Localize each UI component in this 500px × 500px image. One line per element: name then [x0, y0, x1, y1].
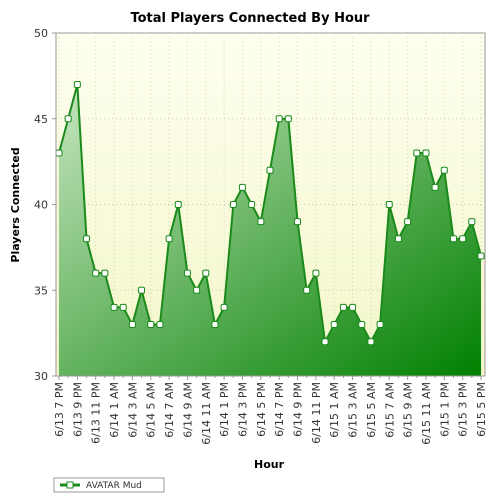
data-point-29	[321, 338, 329, 346]
data-point-31	[339, 303, 347, 311]
data-point-35	[376, 321, 384, 329]
data-points	[55, 80, 485, 346]
data-point-33	[358, 321, 366, 329]
data-point-24	[275, 115, 283, 123]
x-tick-label: 6/14 7 PM	[273, 382, 286, 437]
data-point-38	[404, 218, 412, 226]
x-tick-label: 6/14 9 AM	[181, 382, 194, 438]
series-area-avatar-mud	[59, 84, 481, 376]
legend: AVATAR Mud	[53, 477, 165, 493]
data-point-39	[413, 149, 421, 157]
y-axis-label: Players Connected	[9, 147, 22, 262]
data-point-3	[83, 235, 91, 243]
plot-area	[55, 32, 486, 377]
data-point-16	[202, 269, 210, 277]
data-point-41	[431, 183, 439, 191]
x-tick-label: 6/15 5 PM	[475, 382, 488, 437]
x-tick-label: 6/14 5 PM	[255, 382, 268, 437]
data-point-22	[257, 218, 265, 226]
data-point-32	[349, 303, 357, 311]
data-point-43	[449, 235, 457, 243]
data-point-6	[110, 303, 118, 311]
x-tick-label: 6/14 7 AM	[163, 382, 176, 438]
x-tick-label: 6/15 1 AM	[328, 382, 341, 438]
data-point-46	[477, 252, 485, 260]
data-point-14	[183, 269, 191, 277]
x-tick-label: 6/14 11 AM	[200, 382, 213, 445]
x-axis: 6/13 7 PM 6/13 9 PM 6/13 11 PM 6/14 1 AM 6/1…	[53, 375, 488, 445]
data-point-1	[64, 115, 72, 123]
x-tick-label: 6/14 11 PM	[310, 382, 323, 444]
legend-box	[53, 477, 165, 493]
x-tick-label: 6/13 7 PM	[53, 382, 66, 437]
data-point-11	[156, 321, 164, 329]
x-tick-label: 6/15 5 AM	[365, 382, 378, 438]
legend-entry-label: AVATAR Mud	[86, 481, 142, 491]
data-point-45	[468, 218, 476, 226]
data-point-8	[128, 321, 136, 329]
data-point-20	[238, 183, 246, 191]
data-point-28	[312, 269, 320, 277]
data-point-44	[459, 235, 467, 243]
data-point-2	[73, 80, 81, 88]
data-point-42	[440, 166, 448, 174]
x-axis-label: Hour	[254, 458, 285, 471]
legend-swatch-marker	[66, 481, 74, 489]
x-tick-label: 6/14 3 PM	[236, 382, 249, 437]
x-tick-label: 6/15 3 PM	[457, 382, 470, 437]
x-tick-label: 6/14 9 PM	[292, 382, 305, 437]
data-point-37	[394, 235, 402, 243]
data-point-23	[266, 166, 274, 174]
y-tick-label: 45	[34, 113, 48, 126]
data-point-27	[303, 286, 311, 294]
x-tick-label: 6/15 9 AM	[402, 382, 415, 438]
y-tick-label: 35	[34, 284, 48, 297]
x-tick-label: 6/15 7 AM	[383, 382, 396, 438]
y-tick-label: 30	[34, 370, 48, 383]
x-tick-label: 6/15 3 AM	[347, 382, 360, 438]
x-tick-label: 6/14 5 AM	[145, 382, 158, 438]
chart-title: Total Players Connected By Hour	[130, 11, 370, 26]
data-point-15	[193, 286, 201, 294]
x-tick-label: 6/13 9 PM	[71, 382, 84, 437]
data-point-17	[211, 321, 219, 329]
y-tick-label: 40	[34, 199, 48, 212]
data-point-34	[367, 338, 375, 346]
data-point-9	[138, 286, 146, 294]
y-axis: 30 35 40 45 50	[34, 27, 57, 383]
data-point-36	[385, 201, 393, 208]
data-point-18	[220, 303, 228, 311]
data-point-4	[92, 269, 100, 277]
data-point-26	[294, 218, 302, 226]
x-tick-label: 6/14 1 PM	[218, 382, 231, 437]
y-tick-label: 50	[34, 27, 48, 40]
data-point-30	[330, 321, 338, 329]
data-point-0	[55, 149, 63, 157]
data-point-21	[248, 201, 256, 208]
data-point-25	[284, 115, 292, 123]
data-point-10	[147, 321, 155, 329]
data-point-13	[174, 201, 182, 208]
data-point-40	[422, 149, 430, 157]
x-tick-label: 6/13 11 PM	[90, 382, 103, 444]
data-point-7	[119, 303, 127, 311]
x-tick-label: 6/15 11 AM	[420, 382, 433, 445]
x-tick-label: 6/15 1 PM	[438, 382, 451, 437]
x-tick-label: 6/14 1 AM	[108, 382, 121, 438]
data-point-5	[101, 269, 109, 277]
x-tick-label: 6/14 3 AM	[126, 382, 139, 438]
data-point-19	[229, 201, 237, 208]
data-point-12	[165, 235, 173, 243]
